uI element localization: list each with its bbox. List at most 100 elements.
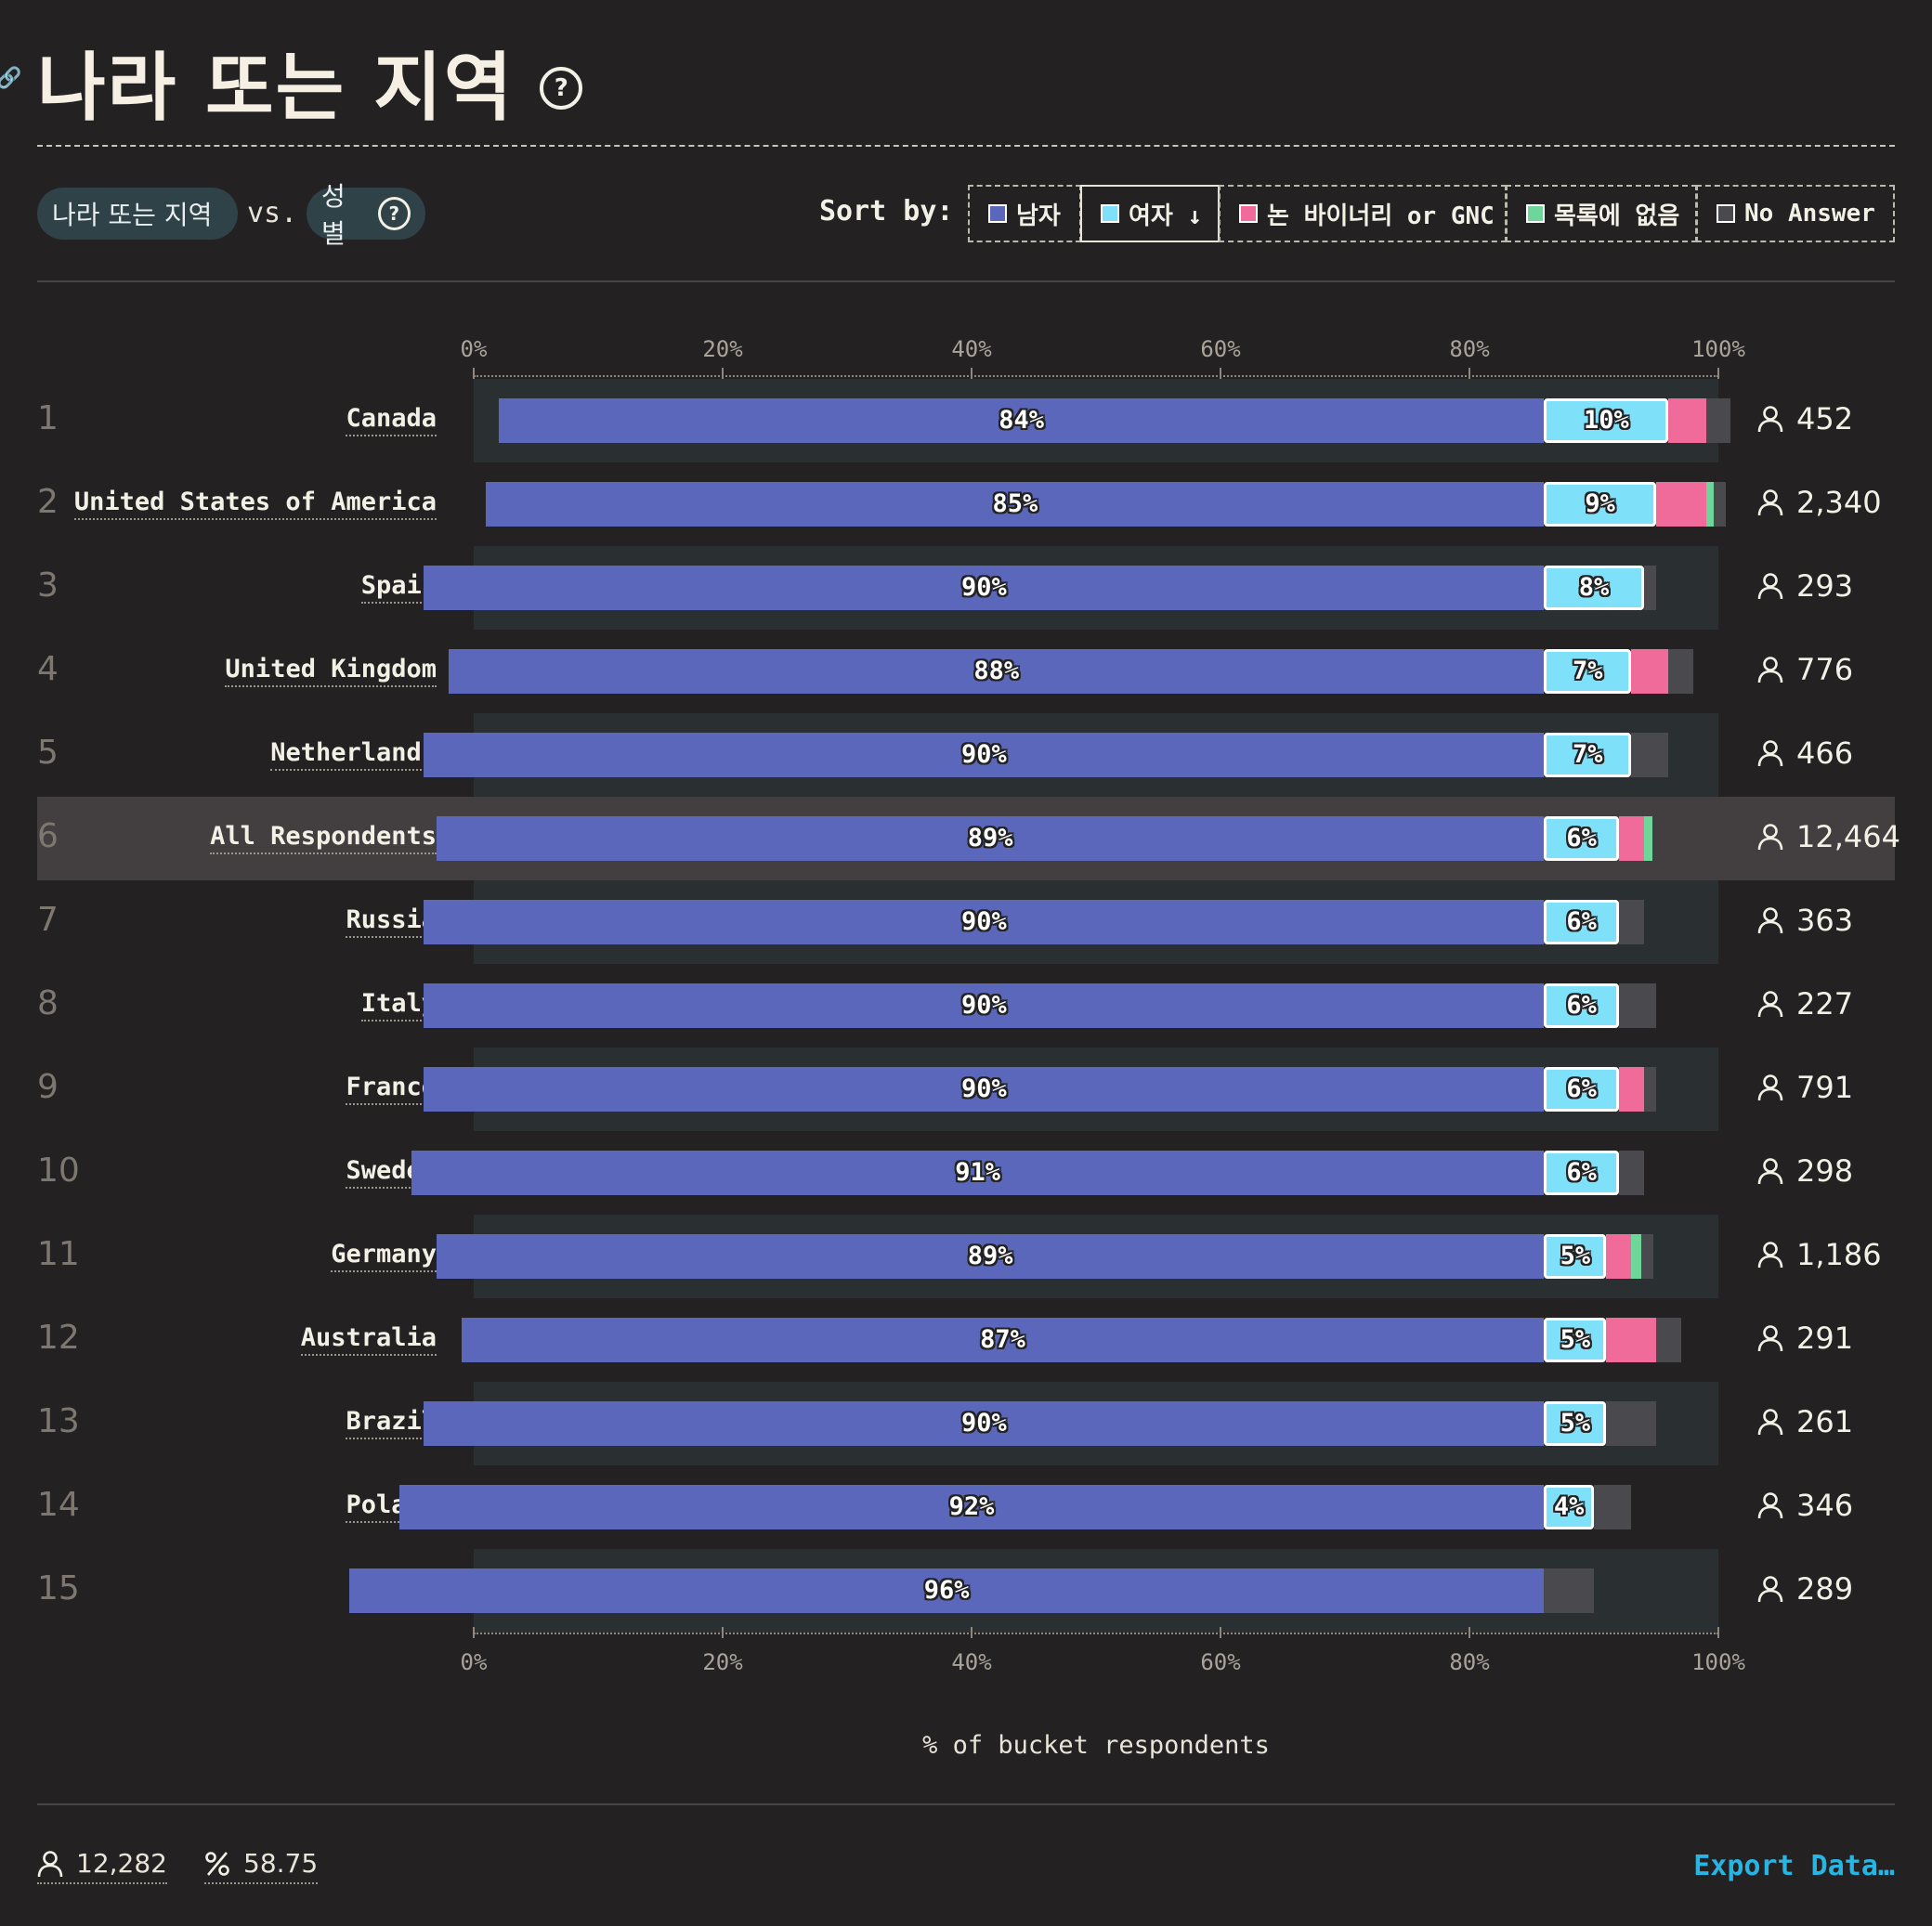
bar-segment-men[interactable]: 96% bbox=[349, 1568, 1545, 1613]
person-icon bbox=[1757, 1409, 1783, 1436]
sort-button-no-answer[interactable]: No Answer bbox=[1696, 185, 1895, 242]
bar-segment-women[interactable]: 8% bbox=[1544, 566, 1644, 610]
table-row[interactable]: 5 Netherlands 90% 7% 466 bbox=[37, 713, 1895, 797]
sort-button-nonbinary[interactable]: 논 바이너리 or GNC bbox=[1219, 185, 1507, 242]
bar-segment-men[interactable]: 87% bbox=[461, 1318, 1545, 1362]
bar-segment-nonbinary[interactable] bbox=[1668, 398, 1706, 443]
bar-segment-nonbinary[interactable] bbox=[1618, 816, 1644, 861]
bar-segment-men[interactable]: 92% bbox=[398, 1485, 1545, 1529]
bar-segment-women[interactable]: 6% bbox=[1544, 1151, 1619, 1195]
row-respondent-count: 363 bbox=[1757, 903, 1853, 938]
bar-segment-no-answer[interactable] bbox=[1618, 983, 1656, 1028]
bar-segment-men[interactable]: 84% bbox=[498, 398, 1545, 443]
bar-segment-nonbinary[interactable] bbox=[1631, 649, 1669, 694]
bar-segment-women[interactable]: 4% bbox=[1544, 1485, 1594, 1529]
bar-segment-women[interactable]: 7% bbox=[1544, 733, 1632, 777]
bar-segment-men[interactable]: 91% bbox=[411, 1151, 1545, 1195]
link-icon[interactable]: 🔗 bbox=[0, 67, 22, 90]
bar-segment-men[interactable]: 90% bbox=[424, 1401, 1545, 1446]
table-row[interactable]: 7 Russia 90% 6% 363 bbox=[37, 880, 1895, 964]
table-row[interactable]: 8 Italy 90% 6% 227 bbox=[37, 964, 1895, 1048]
row-count-value: 776 bbox=[1796, 652, 1854, 687]
sort-button-women[interactable]: 여자 ↓ bbox=[1080, 185, 1220, 242]
bar-segment-no-answer[interactable] bbox=[1544, 1568, 1594, 1613]
bar-segment-no-answer[interactable] bbox=[1618, 900, 1644, 944]
sort-button-not-listed[interactable]: 목록에 없음 bbox=[1506, 185, 1697, 242]
bar-segment-no-answer[interactable] bbox=[1606, 1401, 1656, 1446]
bar-segment-no-answer[interactable] bbox=[1631, 733, 1669, 777]
table-row[interactable]: 11 Germany 89% 5% 1,186 bbox=[37, 1215, 1895, 1298]
bar-segment-nonbinary[interactable] bbox=[1606, 1234, 1632, 1279]
bar-segment-nonbinary[interactable] bbox=[1606, 1318, 1656, 1362]
bar-segment-nonbinary[interactable] bbox=[1656, 482, 1706, 527]
row-rank: 15 bbox=[37, 1569, 80, 1607]
bar-segment-women[interactable]: 5% bbox=[1544, 1318, 1607, 1362]
row-label[interactable]: Russia bbox=[346, 904, 437, 938]
table-row[interactable]: 12 Australia 87% 5% 291 bbox=[37, 1298, 1895, 1382]
table-row[interactable]: 14 Poland 92% 4% 346 bbox=[37, 1465, 1895, 1549]
table-row[interactable]: 13 Brazil 90% 5% 261 bbox=[37, 1382, 1895, 1465]
row-variable-label: 나라 또는 지역 bbox=[52, 200, 213, 230]
bar-segment-women[interactable]: 5% bbox=[1544, 1234, 1607, 1279]
row-label[interactable]: Netherlands bbox=[270, 737, 437, 771]
bar-segment-women[interactable]: 7% bbox=[1544, 649, 1632, 694]
row-label[interactable]: Australia bbox=[300, 1322, 437, 1356]
bar-segment-men[interactable]: 85% bbox=[486, 482, 1545, 527]
bar-segment-men[interactable]: 89% bbox=[436, 1234, 1545, 1279]
bar-segment-women[interactable]: 6% bbox=[1544, 816, 1619, 861]
x-tick bbox=[1220, 1627, 1221, 1638]
bar-segment-no-answer[interactable] bbox=[1668, 649, 1694, 694]
table-row[interactable]: 10 Sweden 91% 6% 298 bbox=[37, 1131, 1895, 1215]
table-row[interactable]: 4 United Kingdom 88% 7% 776 bbox=[37, 630, 1895, 713]
bar-segment-no-answer[interactable] bbox=[1713, 482, 1727, 527]
data-label: 6% bbox=[1566, 1158, 1597, 1187]
row-label[interactable]: France bbox=[346, 1072, 437, 1105]
column-variable-pill[interactable]: 성별 ? bbox=[307, 181, 425, 249]
help-icon[interactable]: ? bbox=[540, 67, 583, 110]
bar-segment-nonbinary[interactable] bbox=[1618, 1067, 1644, 1112]
row-label[interactable]: Germany bbox=[331, 1239, 437, 1272]
bar-segment-men[interactable]: 90% bbox=[424, 983, 1545, 1028]
bar-segment-no-answer[interactable] bbox=[1643, 1067, 1656, 1112]
total-respondents[interactable]: 12,282 bbox=[37, 1848, 167, 1884]
row-label[interactable]: United States of America bbox=[73, 487, 437, 520]
bar-segment-women[interactable]: 9% bbox=[1544, 482, 1656, 527]
row-variable-pill[interactable]: 나라 또는 지역 bbox=[37, 188, 238, 240]
table-row[interactable]: 6 All Respondents 89% 6% 12,464 bbox=[37, 797, 1900, 880]
table-row[interactable]: 9 France 90% 6% 791 bbox=[37, 1048, 1895, 1131]
sort-button-men[interactable]: 남자 bbox=[968, 185, 1081, 242]
table-row[interactable]: 2 United States of America 85% 9% 2,340 bbox=[37, 462, 1895, 546]
bar-segment-no-answer[interactable] bbox=[1594, 1485, 1632, 1529]
help-icon[interactable]: ? bbox=[377, 197, 411, 230]
bar-segment-men[interactable]: 90% bbox=[424, 733, 1545, 777]
bar-segment-men[interactable]: 89% bbox=[436, 816, 1545, 861]
row-label[interactable]: United Kingdom bbox=[225, 654, 437, 687]
response-percent[interactable]: 58.75 bbox=[204, 1848, 319, 1884]
bar-segment-men[interactable]: 90% bbox=[424, 900, 1545, 944]
bar-segment-not-listed[interactable] bbox=[1643, 816, 1652, 861]
bar-segment-not-listed[interactable] bbox=[1631, 1234, 1641, 1279]
table-row[interactable]: 1 Canada 84% 10% 452 bbox=[37, 379, 1895, 462]
table-row[interactable]: 3 Spain 90% 8% 293 bbox=[37, 546, 1895, 630]
bar-segment-no-answer[interactable] bbox=[1640, 1234, 1654, 1279]
row-label[interactable]: Brazil bbox=[346, 1406, 437, 1439]
bar-segment-women[interactable]: 6% bbox=[1544, 1067, 1619, 1112]
person-icon bbox=[1757, 573, 1783, 600]
bar-segment-women[interactable]: 6% bbox=[1544, 983, 1619, 1028]
bar-segment-women[interactable]: 5% bbox=[1544, 1401, 1607, 1446]
bar-segment-women[interactable]: 10% bbox=[1544, 398, 1669, 443]
bar-segment-men[interactable]: 88% bbox=[449, 649, 1545, 694]
table-row[interactable]: 15India96%289 bbox=[37, 1549, 1895, 1633]
bar-segment-no-answer[interactable] bbox=[1618, 1151, 1644, 1195]
bar-segment-not-listed[interactable] bbox=[1705, 482, 1714, 527]
bar-segment-no-answer[interactable] bbox=[1643, 566, 1656, 610]
row-label[interactable]: All Respondents bbox=[210, 821, 437, 854]
row-label[interactable]: Canada bbox=[346, 403, 437, 436]
x-tick bbox=[1717, 1627, 1719, 1638]
bar-segment-no-answer[interactable] bbox=[1705, 398, 1731, 443]
bar-segment-no-answer[interactable] bbox=[1656, 1318, 1681, 1362]
export-data-link[interactable]: Export Data… bbox=[1693, 1850, 1895, 1882]
bar-segment-men[interactable]: 90% bbox=[424, 1067, 1545, 1112]
bar-segment-women[interactable]: 6% bbox=[1544, 900, 1619, 944]
bar-segment-men[interactable]: 90% bbox=[424, 566, 1545, 610]
